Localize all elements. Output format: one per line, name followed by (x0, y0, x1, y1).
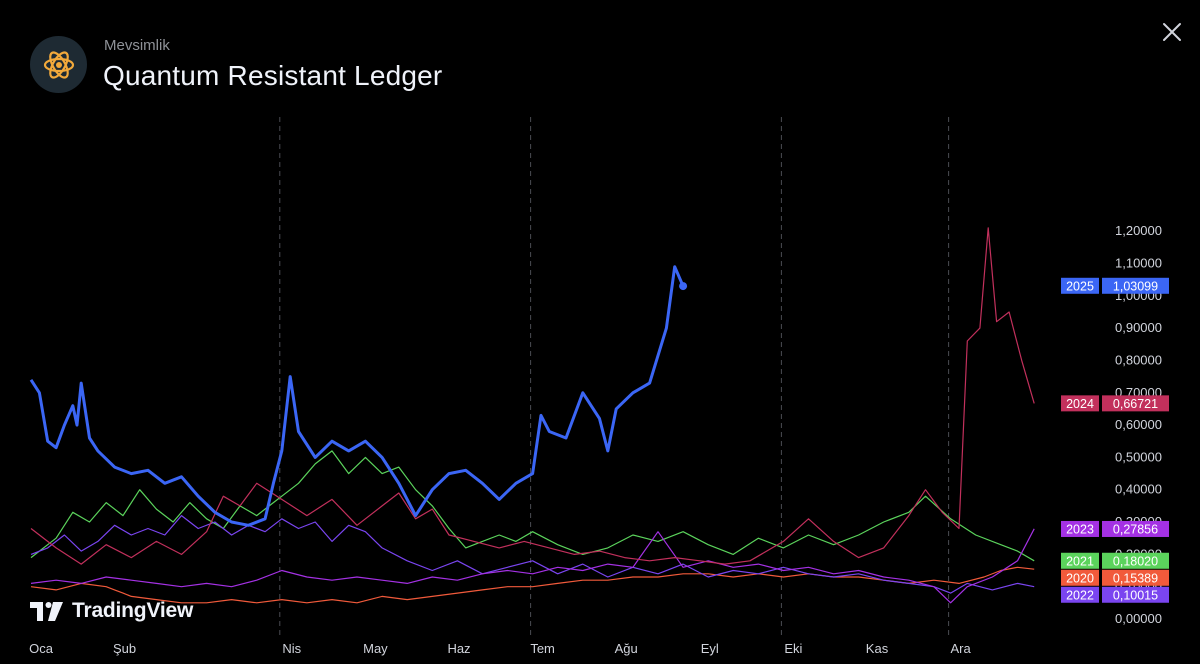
value-label-bg (1102, 395, 1169, 412)
x-tick-label: Ağu (615, 641, 638, 656)
y-tick-label: 0,50000 (1115, 449, 1162, 464)
asset-logo (30, 36, 87, 93)
value-tag-2022: 2022 0,10015 (1061, 586, 1169, 603)
x-tick-label: Tem (530, 641, 555, 656)
atom-icon (43, 50, 74, 79)
x-tick-label: Haz (447, 641, 470, 656)
series-line-2023 (30, 528, 1035, 604)
series-line-2025 (29, 265, 685, 527)
tradingview-watermark: TradingView (30, 599, 193, 623)
year-label-bg (1061, 520, 1099, 537)
value-tag-2023: 2023 0,27856 (1061, 520, 1169, 537)
year-label-bg (1061, 569, 1099, 586)
x-tick-label: Eyl (701, 641, 719, 656)
x-tick-label: Kas (866, 641, 889, 656)
value-label: 1,03099 (1113, 279, 1158, 293)
series-line-2022 (30, 515, 1035, 594)
value-tag-2020: 2020 0,15389 (1061, 569, 1169, 586)
close-button[interactable] (1158, 18, 1186, 46)
year-label-bg (1061, 586, 1099, 603)
value-label: 0,15389 (1113, 571, 1158, 585)
y-tick-label: 1,10000 (1115, 255, 1162, 270)
year-label-bg (1061, 552, 1099, 569)
x-tick-label: May (363, 641, 388, 656)
page-title: Quantum Resistant Ledger (103, 60, 443, 91)
year-label: 2023 (1066, 522, 1094, 536)
value-label-bg (1102, 569, 1169, 586)
year-label: 2020 (1066, 571, 1094, 585)
y-tick-label: 0,90000 (1115, 320, 1162, 335)
year-label: 2024 (1066, 397, 1094, 411)
series-line-2021 (30, 450, 1035, 562)
value-label-bg (1102, 586, 1169, 603)
close-icon (1163, 23, 1181, 41)
year-label: 2021 (1066, 554, 1094, 568)
y-tick-label: 0,40000 (1115, 482, 1162, 497)
value-label: 0,18020 (1113, 554, 1158, 568)
y-tick-label: 1,20000 (1115, 223, 1162, 238)
year-label-bg (1061, 277, 1099, 294)
value-label-bg (1102, 520, 1169, 537)
year-label-bg (1061, 395, 1099, 412)
value-tag-2024: 2024 0,66721 (1061, 395, 1169, 412)
value-label: 0,66721 (1113, 397, 1158, 411)
series-line-2020 (30, 566, 1035, 604)
value-tag-2021: 2021 0,18020 (1061, 552, 1169, 569)
value-label: 0,27856 (1113, 522, 1158, 536)
x-tick-label: Şub (113, 641, 136, 656)
value-label-bg (1102, 277, 1169, 294)
year-label: 2025 (1066, 279, 1094, 293)
x-tick-label: Nis (282, 641, 301, 656)
value-label: 0,10015 (1113, 588, 1158, 602)
series-endpoint-2025 (679, 282, 688, 291)
tradingview-logo-icon (30, 602, 63, 621)
year-label: 2022 (1066, 588, 1094, 602)
x-tick-label: Eki (784, 641, 802, 656)
x-tick-label: Oca (29, 641, 54, 656)
chart-subtitle: Mevsimlik (104, 37, 170, 54)
value-label-bg (1102, 552, 1169, 569)
x-tick-label: Ara (950, 641, 971, 656)
y-tick-label: 0,00000 (1115, 611, 1162, 626)
y-tick-label: 0,60000 (1115, 417, 1162, 432)
series-line-2024 (30, 227, 1035, 565)
tradingview-text: TradingView (72, 599, 194, 622)
y-tick-label: 0,80000 (1115, 352, 1162, 367)
value-tag-2025: 2025 1,03099 (1061, 277, 1169, 294)
